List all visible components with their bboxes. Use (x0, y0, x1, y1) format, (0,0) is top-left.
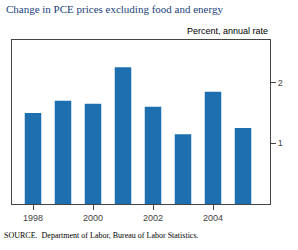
svg-text:2: 2 (278, 78, 283, 88)
svg-text:SOURCE. Department of Labor,: SOURCE. Department of Labor, Bureau of L… (4, 231, 199, 240)
svg-text:1: 1 (278, 138, 283, 148)
svg-text:Percent, annual rate: Percent, annual rate (187, 26, 268, 36)
svg-text:1998: 1998 (23, 213, 43, 223)
svg-text:2004: 2004 (203, 213, 223, 223)
svg-text:2000: 2000 (83, 213, 103, 223)
svg-text:Change in PCE prices excluding: Change in PCE prices excluding food and … (6, 3, 223, 15)
svg-text:2002: 2002 (143, 213, 163, 223)
